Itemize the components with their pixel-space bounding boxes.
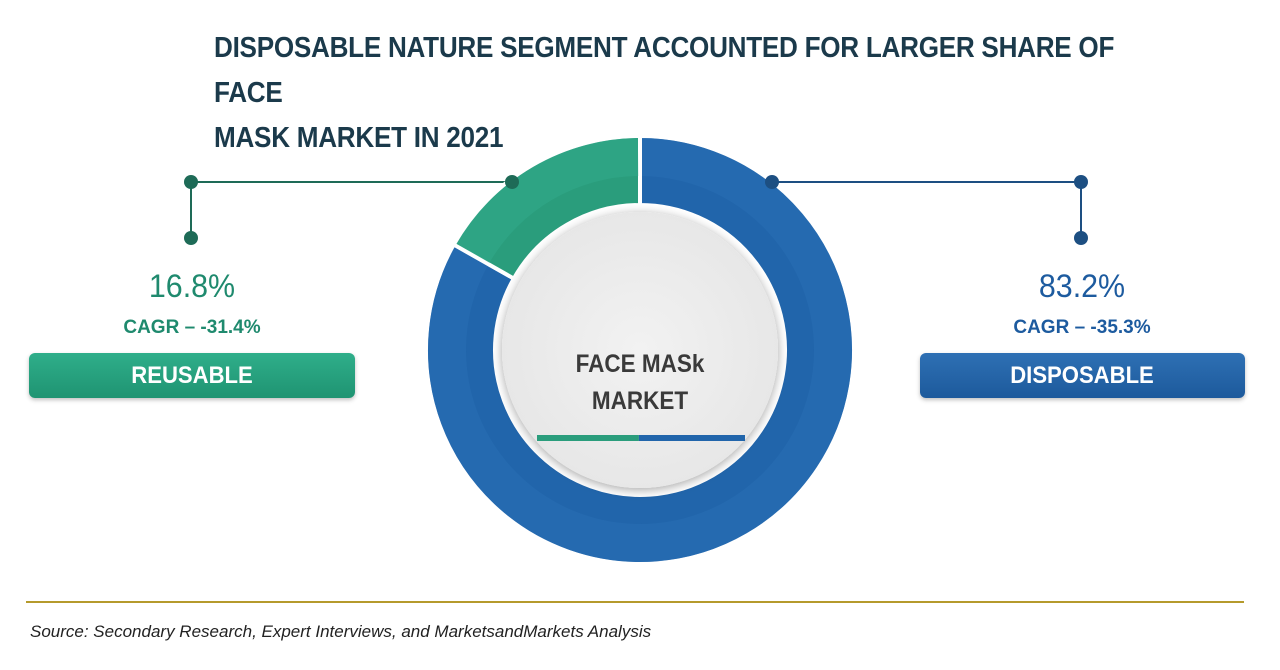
split-bar-disposable [638, 435, 745, 441]
reusable-share-value: 16.8% [148, 268, 236, 304]
center-label-line-2: MARKET [591, 387, 689, 415]
reusable-connector-dot-top [184, 175, 198, 189]
disposable-label: DISPOSABLE [1010, 362, 1155, 389]
disposable-connector-dot-top [1074, 175, 1088, 189]
donut-center-label: FACE MASk MARKET [540, 346, 740, 420]
disposable-label-pill: DISPOSABLE [920, 353, 1245, 398]
reusable-slice-marker [505, 175, 519, 189]
chart-title: DISPOSABLE NATURE SEGMENT ACCOUNTED FOR … [214, 26, 1123, 161]
reusable-label: REUSABLE [131, 362, 253, 389]
donut-center-disc [502, 212, 778, 488]
disposable-slice [424, 133, 856, 566]
chart-title-line-1: DISPOSABLE NATURE SEGMENT ACCOUNTED FOR … [214, 32, 1115, 109]
reusable-label-pill: REUSABLE [29, 353, 355, 398]
donut-slices [424, 133, 856, 566]
reusable-cagr: CAGR – -31.4% [123, 317, 261, 338]
split-bar-reusable [537, 435, 639, 441]
disposable-share-value: 83.2% [1038, 268, 1126, 304]
disposable-slice-marker [765, 175, 779, 189]
footer-rule [26, 601, 1244, 603]
reusable-slice-highlight [456, 138, 639, 263]
reusable-connector-dot-bottom [184, 231, 198, 245]
source-note: Source: Secondary Research, Expert Inter… [30, 622, 652, 641]
share-split-bar [537, 435, 745, 441]
disposable-connector-dot-bottom [1074, 231, 1088, 245]
disposable-cagr: CAGR – -35.3% [1013, 317, 1151, 338]
center-label-line-1: FACE MASk [575, 350, 705, 378]
chart-title-line-2: MASK MARKET IN 2021 [214, 122, 504, 154]
